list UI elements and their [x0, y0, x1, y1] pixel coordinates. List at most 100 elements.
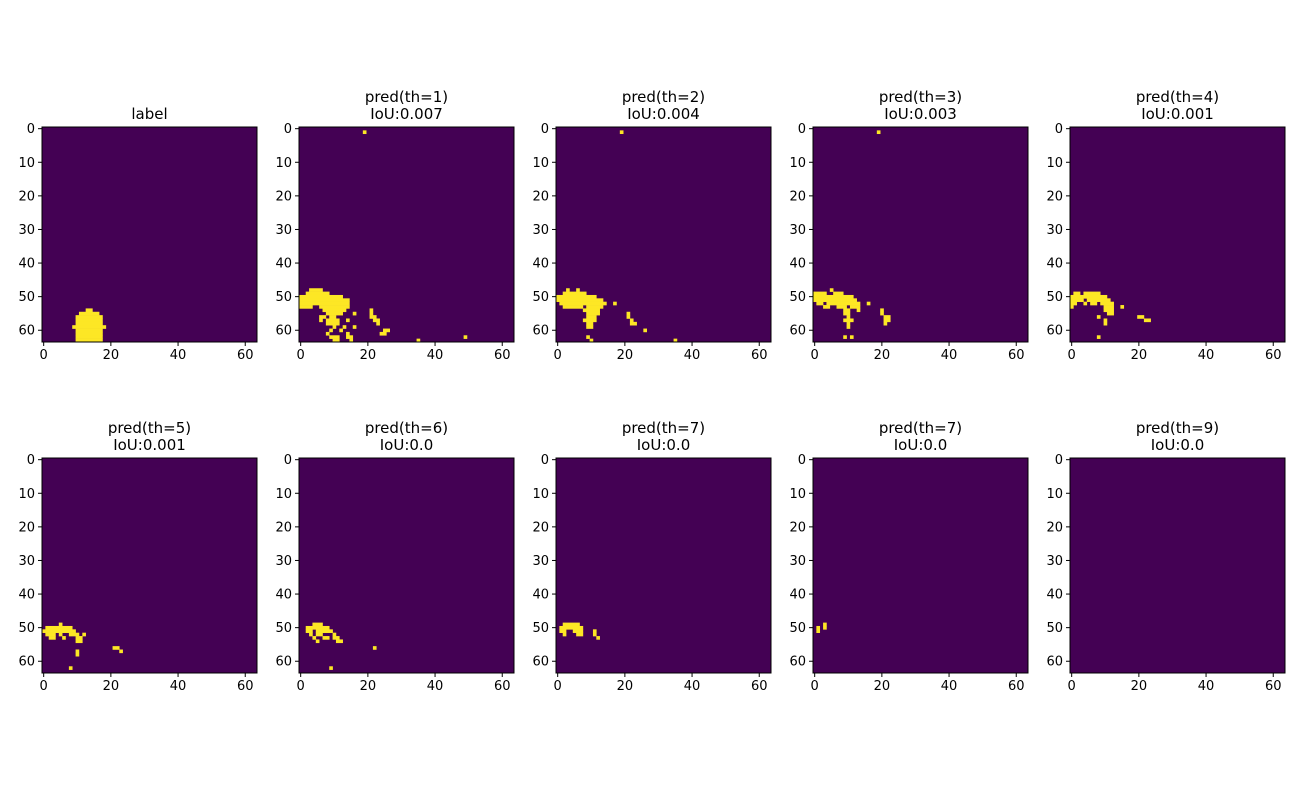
- heatmap-cell: [586, 305, 604, 309]
- heatmap-cell: [826, 301, 861, 306]
- heatmap-cell: [829, 288, 834, 292]
- y-tick-label: 0: [284, 122, 292, 137]
- subplot-7: 0 20 40 60 0 10 20 30 40 50 60 pred(th=6)IoU:0.0: [275, 419, 515, 694]
- y-tick-label: 20: [18, 189, 35, 204]
- heatmap-cell: [305, 625, 330, 630]
- heatmap-cell: [823, 622, 827, 627]
- heatmap-cell: [813, 298, 857, 302]
- heatmap-cells: [556, 130, 678, 343]
- heatmap-background: [813, 458, 1028, 673]
- heatmap-cell: [75, 649, 80, 654]
- heatmap-cell: [372, 318, 380, 323]
- y-tick-label: 30: [532, 223, 549, 238]
- heatmap-cell: [1103, 318, 1108, 323]
- heatmap-cell: [1083, 291, 1101, 296]
- heatmap-cell: [325, 318, 340, 323]
- heatmap-cell: [559, 629, 567, 633]
- heatmap-cell: [332, 632, 337, 637]
- y-tick-label: 50: [18, 621, 35, 636]
- heatmap-cell: [332, 636, 340, 640]
- heatmap-cell: [1137, 315, 1145, 319]
- axes-frame: [555, 457, 772, 674]
- y-tick-label: 10: [532, 156, 549, 171]
- heatmap-cell: [75, 636, 83, 640]
- heatmap-cell: [562, 305, 584, 309]
- y-tick-label: 0: [541, 122, 549, 137]
- y-tick-label: 0: [27, 453, 35, 468]
- x-tick-label: 0: [40, 679, 48, 694]
- subplot-subtitle: IoU:0.007: [370, 105, 443, 123]
- y-tick-label: 40: [789, 257, 806, 272]
- x-tick-label: 0: [297, 348, 305, 363]
- heatmap-cell: [68, 666, 73, 670]
- heatmap-cell: [339, 328, 343, 333]
- heatmap-cell: [1086, 298, 1111, 302]
- x-tick-label: 0: [297, 679, 305, 694]
- heatmap-cell: [329, 328, 333, 333]
- y-tick-label: 10: [275, 156, 292, 171]
- y-tick-label: 50: [275, 290, 292, 305]
- heatmap-cell: [1120, 305, 1125, 309]
- y-tick-label: 50: [1046, 621, 1063, 636]
- heatmap-cell: [619, 130, 624, 135]
- heatmap-cell: [576, 288, 580, 292]
- y-tick-label: 50: [275, 621, 292, 636]
- heatmap-cell: [1143, 318, 1151, 323]
- heatmap-cell: [45, 632, 56, 637]
- y-tick-label: 0: [284, 453, 292, 468]
- y-tick-label: 0: [798, 453, 806, 468]
- heatmap-cell: [566, 288, 570, 292]
- heatmap-cell: [849, 305, 861, 309]
- x-tick-label: 0: [554, 348, 562, 363]
- x-tick-label: 20: [617, 348, 634, 363]
- x-tick-label: 40: [170, 679, 187, 694]
- heatmap-cell: [75, 652, 80, 657]
- heatmap-cell: [1073, 291, 1081, 296]
- y-tick-label: 50: [532, 290, 549, 305]
- x-tick-label: 60: [494, 679, 511, 694]
- subplot-title: pred(th=7): [879, 419, 962, 437]
- heatmap-cells: [813, 130, 891, 339]
- axes-frame: [555, 126, 772, 343]
- heatmap-cell: [78, 311, 100, 316]
- heatmap-cell: [346, 335, 354, 339]
- x-tick-label: 40: [684, 679, 701, 694]
- heatmap-cell: [562, 622, 580, 627]
- heatmap-cell: [846, 325, 851, 329]
- x-tick-label: 0: [811, 679, 819, 694]
- heatmap-cell: [463, 335, 468, 339]
- heatmap-cell: [68, 632, 80, 637]
- heatmap-background: [556, 458, 771, 673]
- heatmap-cell: [643, 328, 647, 333]
- subplot-9: 0 20 40 60 0 10 20 30 40 50 60 pred(th=7)IoU:0.0: [789, 419, 1029, 694]
- heatmap-cell: [856, 308, 861, 313]
- heatmap-cell: [75, 315, 103, 319]
- heatmap-cell: [813, 291, 827, 296]
- y-tick-label: 30: [532, 554, 549, 569]
- y-tick-label: 50: [532, 621, 549, 636]
- heatmap-cells: [72, 308, 107, 343]
- y-tick-label: 0: [1055, 122, 1063, 137]
- subplot-4: 0 20 40 60 0 10 20 30 40 50 60 pred(th=3)IoU:0.003: [789, 88, 1029, 363]
- y-tick-label: 10: [18, 487, 35, 502]
- y-tick-label: 30: [1046, 223, 1063, 238]
- heatmap-cell: [836, 305, 847, 309]
- heatmap-cell: [626, 311, 631, 316]
- heatmap-cell: [75, 335, 103, 339]
- heatmap-cell: [562, 632, 567, 637]
- heatmap-cell: [315, 629, 333, 633]
- y-tick-label: 40: [1046, 588, 1063, 603]
- y-tick-label: 20: [275, 189, 292, 204]
- y-tick-label: 20: [275, 520, 292, 535]
- subplot-3: 0 20 40 60 0 10 20 30 40 50 60 pred(th=2)IoU:0.004: [532, 88, 772, 363]
- heatmap-cell: [75, 338, 103, 343]
- heatmap-cell: [319, 318, 323, 323]
- heatmap-cell: [1090, 301, 1098, 306]
- y-tick-label: 40: [789, 588, 806, 603]
- x-tick-label: 0: [1068, 679, 1076, 694]
- heatmap-cell: [559, 625, 584, 630]
- subplot-1: 0 20 40 60 0 10 20 30 40 50 60 label: [18, 105, 258, 363]
- heatmap-cell: [319, 305, 350, 309]
- heatmap-cell: [62, 636, 66, 640]
